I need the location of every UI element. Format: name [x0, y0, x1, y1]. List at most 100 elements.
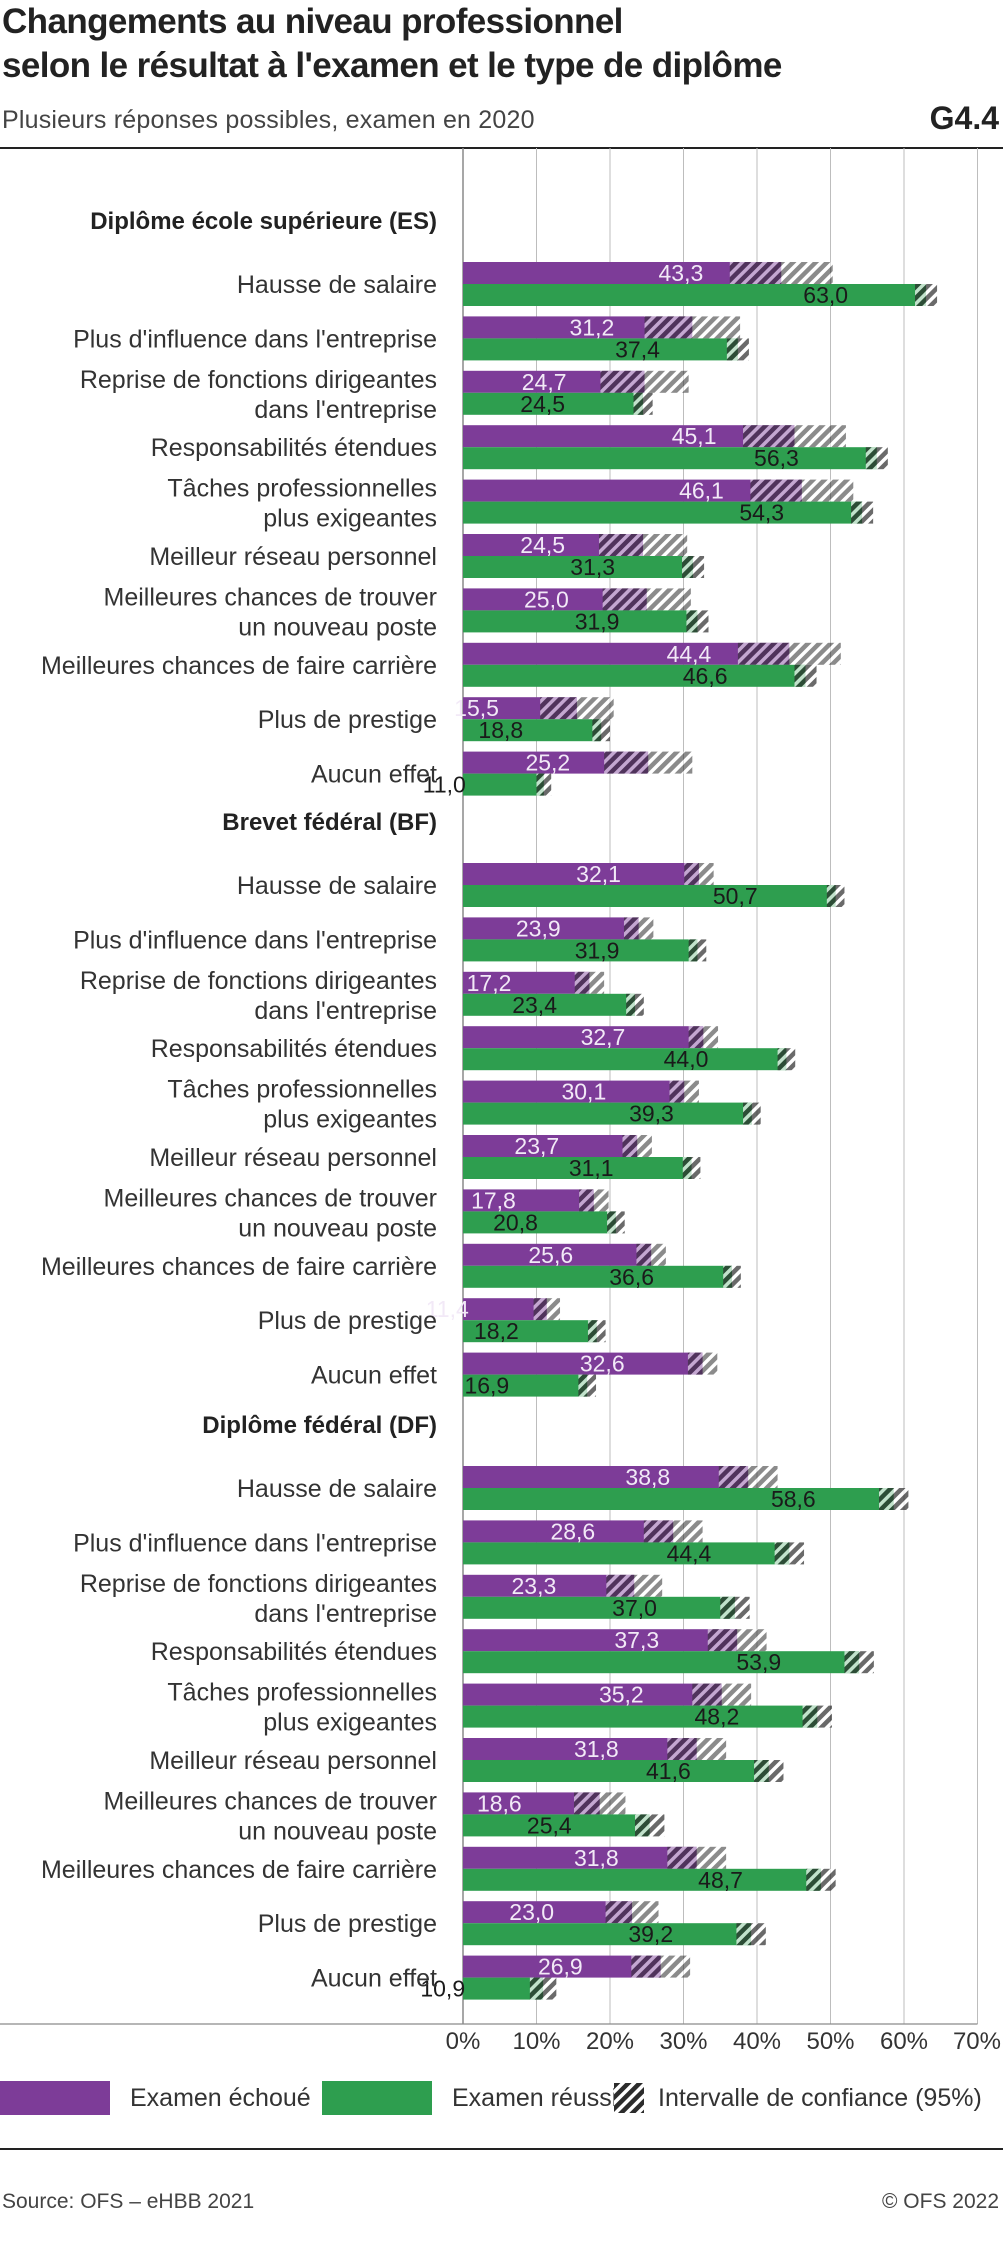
bar-passed: [463, 1814, 650, 1837]
bar-failed: [463, 1026, 704, 1049]
ci-passed: [723, 1265, 741, 1288]
category-label: Meilleur réseau personnel: [149, 1747, 437, 1775]
value-label-failed: 31,8: [574, 1736, 619, 1762]
ci-failed: [687, 1352, 718, 1375]
source-note: Source: OFS – eHBB 2021: [2, 2190, 255, 2213]
x-tick-label-6: 60%: [880, 2028, 928, 2055]
category-label: Plus d'influence dans l'entreprise: [73, 926, 437, 954]
chart-code: G4.4: [929, 100, 999, 136]
category-label: dans l'entreprise: [254, 396, 437, 424]
ci-passed: [607, 1211, 625, 1234]
value-label-failed: 11,4: [426, 1296, 469, 1322]
ci-failed: [623, 917, 654, 940]
category-label: Meilleures chances de faire carrière: [41, 1856, 437, 1884]
ci-passed: [686, 610, 709, 633]
bar-passed: [463, 1157, 692, 1179]
ci-passed: [682, 1157, 701, 1179]
ci-passed: [736, 1923, 766, 1946]
x-tick-label-0: 0%: [446, 2028, 481, 2055]
ci-passed: [826, 885, 845, 907]
value-label-passed: 31,3: [570, 554, 615, 580]
ci-passed: [777, 1048, 796, 1071]
x-axis-ticks: 0% 10% 20% 30% 40% 50% 60% 70%: [446, 2028, 1001, 2055]
bar-passed: [463, 501, 863, 524]
value-label-failed: 25,0: [524, 586, 569, 612]
ci-passed: [802, 1705, 832, 1728]
bar-failed: [463, 1574, 635, 1597]
bar-failed: [463, 1955, 661, 1978]
ci-passed: [851, 501, 874, 524]
legend-swatch-passed: [322, 2081, 432, 2115]
ci-passed: [879, 1488, 909, 1510]
value-label-failed: 37,3: [614, 1627, 659, 1653]
value-label-passed: 48,7: [698, 1867, 743, 1893]
bar-failed: [463, 1901, 633, 1924]
bar-passed: [463, 338, 738, 361]
ci-failed: [533, 1298, 561, 1321]
ci-failed: [667, 1846, 727, 1869]
bar-passed: [463, 1211, 616, 1234]
bar-failed: [463, 425, 795, 448]
ci-failed: [644, 316, 741, 339]
ci-failed: [643, 1520, 703, 1543]
value-label-failed: 31,2: [570, 314, 615, 340]
ci-passed: [578, 1374, 597, 1397]
legend-item-failed: Examen échoué: [0, 2078, 311, 2118]
value-label-failed: 44,4: [667, 641, 712, 667]
category-label: Meilleures chances de faire carrière: [41, 1253, 437, 1281]
ci-failed: [604, 751, 693, 774]
bar-failed: [463, 1080, 685, 1103]
category-label: Meilleures chances de trouver: [104, 1787, 438, 1815]
ci-passed: [529, 1977, 557, 2000]
bar-passed: [463, 1596, 735, 1619]
ci-failed: [540, 697, 614, 720]
value-label-failed: 26,9: [538, 1954, 583, 1980]
bar-passed: [463, 1488, 894, 1510]
category-label: un nouveau poste: [238, 1214, 437, 1242]
bar-failed: [463, 1189, 594, 1212]
ci-passed: [774, 1542, 805, 1565]
category-label: Aucun effet: [311, 1362, 437, 1390]
ci-failed: [669, 1080, 699, 1103]
category-label: dans l'entreprise: [254, 997, 437, 1025]
bar-passed: [463, 447, 877, 470]
category-label: Meilleures chances de trouver: [104, 1184, 438, 1212]
value-label-passed: 10,9: [420, 1976, 465, 2002]
value-label-failed: 23,9: [516, 915, 561, 941]
value-label-failed: 31,8: [574, 1845, 619, 1871]
bar-failed: [463, 1738, 697, 1760]
ci-failed: [750, 479, 854, 502]
bar-passed: [463, 1542, 790, 1565]
value-label-passed: 16,9: [464, 1373, 509, 1399]
value-label-passed: 31,9: [575, 937, 620, 963]
bar-passed: [463, 993, 635, 1016]
value-label-passed: 24,5: [520, 391, 565, 417]
category-label: Plus de prestige: [258, 706, 437, 734]
ci-passed: [806, 1868, 836, 1891]
value-label-failed: 35,2: [599, 1682, 644, 1708]
ci-failed: [573, 1792, 626, 1815]
ci-failed: [605, 1901, 659, 1924]
category-label: Responsabilités étendues: [151, 434, 437, 462]
bar-failed: [463, 751, 649, 774]
ci-failed: [667, 1738, 727, 1760]
category-label: Meilleures chances de faire carrière: [41, 652, 437, 680]
ci-failed: [606, 1574, 663, 1597]
value-label-failed: 38,8: [625, 1464, 670, 1490]
value-label-passed: 54,3: [739, 500, 784, 526]
value-label-failed: 25,2: [525, 750, 570, 776]
bar-passed: [463, 1048, 787, 1071]
bar-chart: 43,363,031,237,424,724,545,156,346,154,3…: [0, 148, 1001, 2055]
category-label: Aucun effet: [311, 761, 437, 789]
bar-failed: [463, 1520, 674, 1543]
category-label: Reprise de fonctions dirigeantes: [80, 366, 437, 394]
ci-passed: [592, 719, 610, 742]
value-label-failed: 17,2: [467, 970, 512, 996]
ci-failed: [684, 863, 714, 885]
bar-passed: [463, 1265, 733, 1288]
header-rule: [0, 147, 1003, 149]
value-label-passed: 31,1: [569, 1155, 614, 1181]
category-label: Reprise de fonctions dirigeantes: [80, 967, 437, 995]
bar-failed: [463, 588, 647, 611]
x-tick-label-2: 20%: [586, 2028, 634, 2055]
